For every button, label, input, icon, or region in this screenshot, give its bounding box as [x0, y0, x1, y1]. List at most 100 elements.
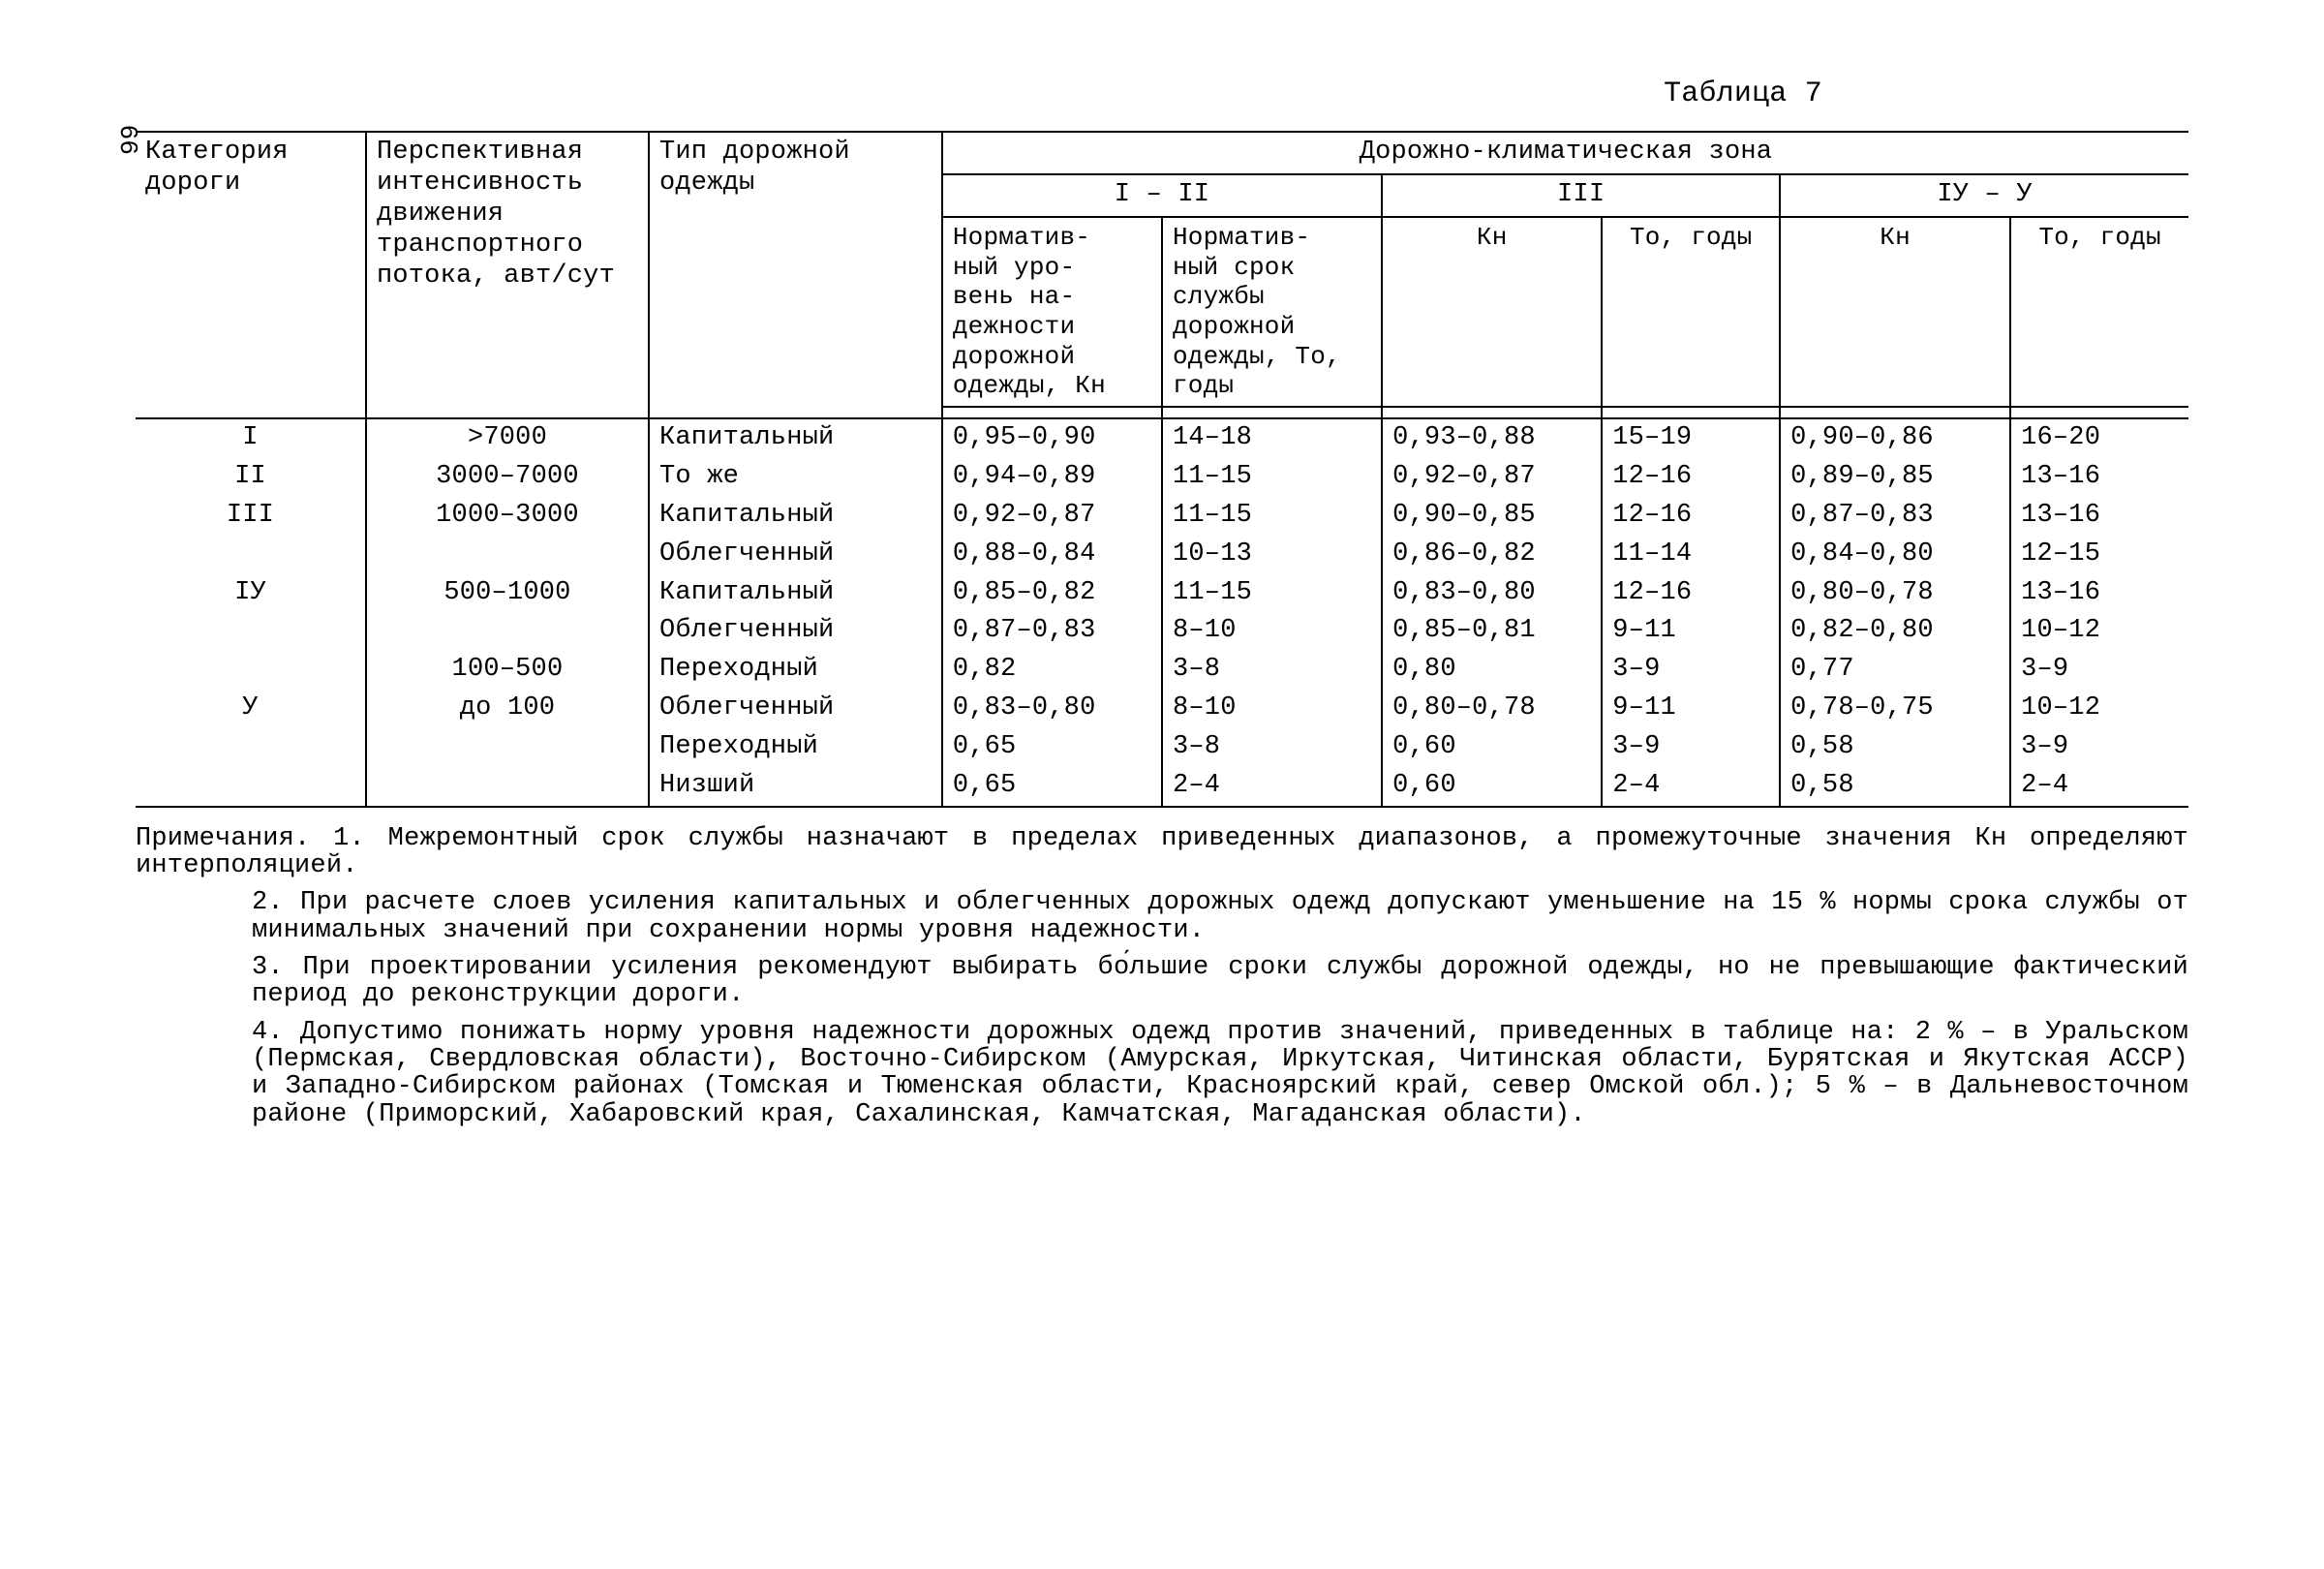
cell-to12: 8–10 — [1162, 612, 1382, 651]
cell-cat — [136, 536, 366, 574]
cell-type: Облегченный — [649, 612, 942, 651]
note-4: 4. Допустимо понижать норму уровня надеж… — [136, 1019, 2188, 1128]
th-intensity: Перспективная интенсивность движения тра… — [366, 132, 649, 407]
cell-to3: 11–14 — [1602, 536, 1780, 574]
cell-to45: 10–12 — [2010, 612, 2188, 651]
cell-to12: 3–8 — [1162, 651, 1382, 690]
cell-type: Облегченный — [649, 536, 942, 574]
cell-intens: 500–1000 — [366, 574, 649, 613]
table-row: I >7000 Капитальный 0,95–0,90 14–18 0,93… — [136, 418, 2188, 458]
th-kn-45: Кн — [1780, 217, 2010, 407]
cell-cat: У — [136, 690, 366, 728]
cell-intens — [366, 536, 649, 574]
cell-kn12: 0,85–0,82 — [942, 574, 1162, 613]
cell-cat: I — [136, 418, 366, 458]
cell-to3: 12–16 — [1602, 458, 1780, 497]
cell-kn12: 0,65 — [942, 728, 1162, 767]
cell-to3: 9–11 — [1602, 612, 1780, 651]
cell-intens: 100–500 — [366, 651, 649, 690]
cell-kn45: 0,58 — [1780, 728, 2010, 767]
cell-kn45: 0,78–0,75 — [1780, 690, 2010, 728]
cell-kn3: 0,80–0,78 — [1382, 690, 1602, 728]
cell-kn45: 0,77 — [1780, 651, 2010, 690]
note-2: 2. При расчете слоев усиления капитальны… — [136, 889, 2188, 944]
cell-cat — [136, 767, 366, 807]
cell-kn3: 0,60 — [1382, 728, 1602, 767]
cell-cat: IУ — [136, 574, 366, 613]
table-row: II 3000–7000 То же 0,94–0,89 11–15 0,92–… — [136, 458, 2188, 497]
table-row: 100–500 Переходный 0,82 3–8 0,80 3–9 0,7… — [136, 651, 2188, 690]
th-kn-3: Кн — [1382, 217, 1602, 407]
cell-cat — [136, 612, 366, 651]
cell-intens — [366, 767, 649, 807]
cell-to12: 3–8 — [1162, 728, 1382, 767]
cell-to12: 11–15 — [1162, 458, 1382, 497]
cell-kn3: 0,93–0,88 — [1382, 418, 1602, 458]
cell-kn12: 0,82 — [942, 651, 1162, 690]
th-to-3: Tо, годы — [1602, 217, 1780, 407]
note-1: Примечания. 1. Межремонтный срок службы … — [136, 825, 2188, 880]
table-row: Переходный 0,65 3–8 0,60 3–9 0,58 3–9 — [136, 728, 2188, 767]
cell-to45: 13–16 — [2010, 497, 2188, 536]
cell-intens: 1000–3000 — [366, 497, 649, 536]
cell-kn45: 0,84–0,80 — [1780, 536, 2010, 574]
cell-kn45: 0,82–0,80 — [1780, 612, 2010, 651]
table-row: У до 100 Облегченный 0,83–0,80 8–10 0,80… — [136, 690, 2188, 728]
cell-kn3: 0,85–0,81 — [1382, 612, 1602, 651]
cell-kn12: 0,94–0,89 — [942, 458, 1162, 497]
th-to-12: Норматив- ный срок службы дорожной одежд… — [1162, 217, 1382, 407]
cell-to12: 8–10 — [1162, 690, 1382, 728]
page-number: 99 — [116, 124, 146, 155]
cell-cat — [136, 728, 366, 767]
cell-to45: 12–15 — [2010, 536, 2188, 574]
th-zone: Дорожно-климатическая зона — [942, 132, 2188, 174]
th-type: Тип дорожной одежды — [649, 132, 942, 407]
cell-kn3: 0,90–0,85 — [1382, 497, 1602, 536]
cell-to3: 12–16 — [1602, 574, 1780, 613]
table-body: I >7000 Капитальный 0,95–0,90 14–18 0,93… — [136, 418, 2188, 807]
th-to-45: Tо, годы — [2010, 217, 2188, 407]
cell-to12: 2–4 — [1162, 767, 1382, 807]
cell-to3: 3–9 — [1602, 651, 1780, 690]
cell-kn3: 0,83–0,80 — [1382, 574, 1602, 613]
cell-to12: 11–15 — [1162, 574, 1382, 613]
notes-block: Примечания. 1. Межремонтный срок службы … — [136, 825, 2188, 1128]
cell-intens: >7000 — [366, 418, 649, 458]
cell-intens: до 100 — [366, 690, 649, 728]
cell-to12: 11–15 — [1162, 497, 1382, 536]
cell-kn12: 0,95–0,90 — [942, 418, 1162, 458]
th-zone-3: III — [1382, 174, 1780, 217]
table-row: III 1000–3000 Капитальный 0,92–0,87 11–1… — [136, 497, 2188, 536]
cell-to45: 10–12 — [2010, 690, 2188, 728]
cell-type: Капитальный — [649, 574, 942, 613]
cell-type: Облегченный — [649, 690, 942, 728]
cell-type: Переходный — [649, 651, 942, 690]
cell-intens — [366, 612, 649, 651]
table-row: Низший 0,65 2–4 0,60 2–4 0,58 2–4 — [136, 767, 2188, 807]
cell-intens — [366, 728, 649, 767]
th-category: Категория дороги — [136, 132, 366, 407]
cell-to3: 3–9 — [1602, 728, 1780, 767]
table-row: IУ 500–1000 Капитальный 0,85–0,82 11–15 … — [136, 574, 2188, 613]
cell-cat: II — [136, 458, 366, 497]
cell-kn45: 0,80–0,78 — [1780, 574, 2010, 613]
cell-type: Капитальный — [649, 418, 942, 458]
cell-kn12: 0,83–0,80 — [942, 690, 1162, 728]
cell-intens: 3000–7000 — [366, 458, 649, 497]
cell-type: Низший — [649, 767, 942, 807]
cell-cat — [136, 651, 366, 690]
cell-kn3: 0,60 — [1382, 767, 1602, 807]
cell-type: То же — [649, 458, 942, 497]
cell-kn45: 0,90–0,86 — [1780, 418, 2010, 458]
cell-cat: III — [136, 497, 366, 536]
th-zone-4-5: IУ – У — [1780, 174, 2188, 217]
cell-to45: 3–9 — [2010, 651, 2188, 690]
cell-kn45: 0,89–0,85 — [1780, 458, 2010, 497]
cell-kn12: 0,92–0,87 — [942, 497, 1162, 536]
cell-to3: 9–11 — [1602, 690, 1780, 728]
cell-type: Переходный — [649, 728, 942, 767]
note-3: 3. При проектировании усиления рекоменду… — [136, 954, 2188, 1009]
cell-kn12: 0,65 — [942, 767, 1162, 807]
th-kn-12: Норматив- ный уро- вень на- дежности дор… — [942, 217, 1162, 407]
cell-to12: 14–18 — [1162, 418, 1382, 458]
